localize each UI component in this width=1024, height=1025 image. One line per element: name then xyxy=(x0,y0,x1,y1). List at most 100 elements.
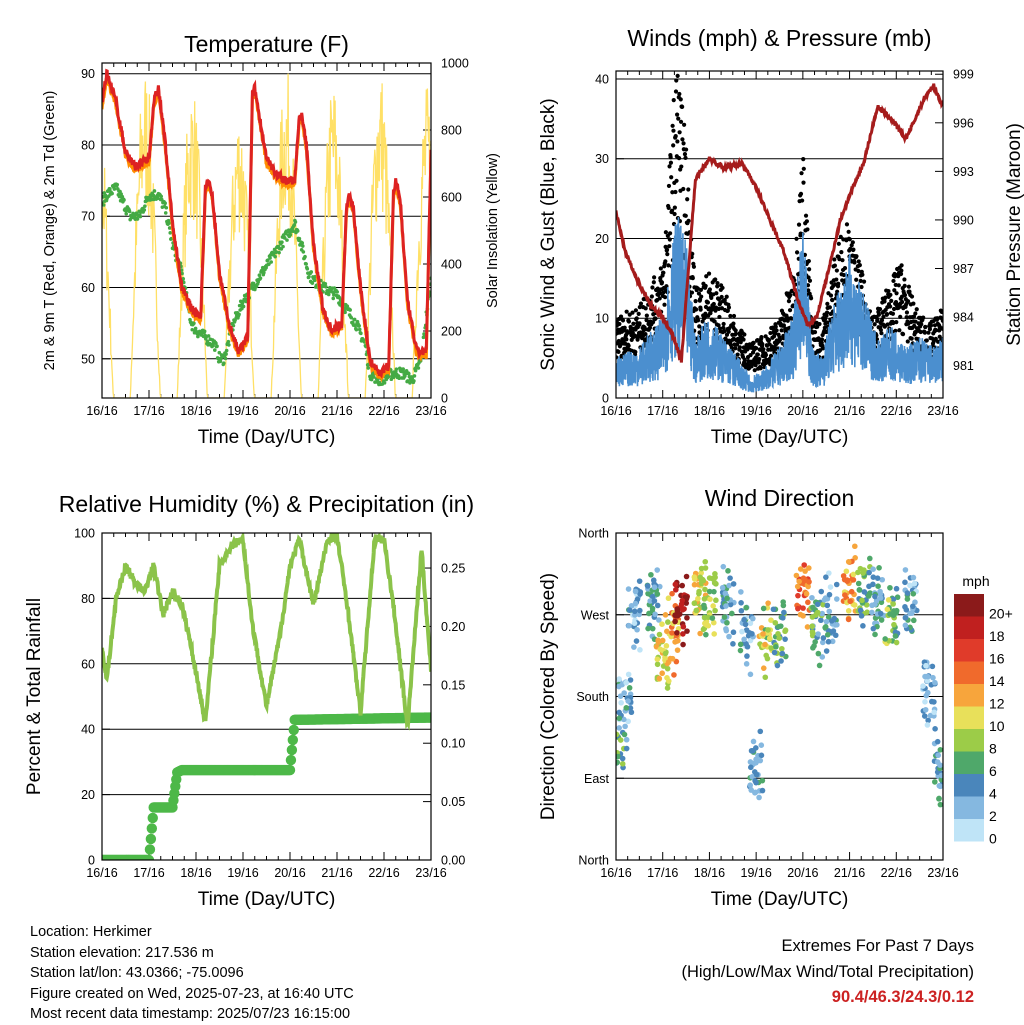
wind-direction-point xyxy=(795,605,801,612)
gust-point xyxy=(671,143,676,148)
wind-direction-point xyxy=(712,571,718,577)
wind-direction-point xyxy=(882,636,889,642)
gust-point xyxy=(758,366,763,371)
dewpoint-point xyxy=(124,211,129,216)
gust-point xyxy=(675,112,680,117)
wind-direction-point xyxy=(706,575,713,581)
wind-direction-point xyxy=(684,615,690,621)
wind-direction-point xyxy=(723,627,730,634)
dewpoint-point xyxy=(354,327,359,332)
wind-direction-point xyxy=(753,756,759,763)
dewpoint-point xyxy=(345,304,350,309)
gust-point xyxy=(680,104,685,110)
wind-direction-point xyxy=(821,597,828,603)
gust-point xyxy=(800,198,805,203)
gust-point xyxy=(664,247,670,252)
gust-point xyxy=(725,308,730,313)
wind-direction-point xyxy=(870,566,876,572)
wind-direction-point xyxy=(626,622,632,629)
gust-point xyxy=(742,332,747,337)
gust-point xyxy=(874,337,880,342)
gust-point xyxy=(830,297,835,303)
wind-direction-point xyxy=(938,776,943,783)
gust-point xyxy=(846,229,851,234)
x-tick-label: 22/16 xyxy=(368,404,399,418)
wind-direction-point xyxy=(877,588,883,595)
gust-point xyxy=(671,128,676,133)
wind-direction-point xyxy=(804,624,811,630)
wind-direction-point xyxy=(816,662,823,669)
gust-point xyxy=(801,180,806,185)
wind-direction-point xyxy=(747,620,754,627)
gust-point xyxy=(674,78,679,83)
wind-direction-point xyxy=(663,643,670,649)
dewpoint-point xyxy=(241,304,246,309)
gust-point xyxy=(726,329,731,334)
gust-point xyxy=(875,318,880,323)
wind-direction-point xyxy=(925,673,931,680)
pressure-line xyxy=(616,83,943,363)
wind-direction-point xyxy=(823,618,830,625)
gust-point xyxy=(777,337,783,342)
wind-direction-point xyxy=(855,569,861,576)
gust-point xyxy=(902,293,908,298)
wind-direction-point xyxy=(860,623,866,629)
gust-point xyxy=(840,278,845,283)
gust-point xyxy=(716,323,721,328)
gust-point xyxy=(721,321,726,327)
wind-direction-point xyxy=(651,598,658,604)
dewpoint-point xyxy=(222,361,226,365)
wind-direction-point xyxy=(729,610,735,617)
wind-direction-point xyxy=(616,676,622,682)
wind-direction-point xyxy=(760,665,767,671)
gust-point xyxy=(663,259,668,264)
wind-direction-point xyxy=(759,787,766,794)
wind-direction-point xyxy=(649,605,656,612)
gust-point xyxy=(824,313,829,318)
gust-point xyxy=(667,244,672,249)
x-axis-label: Time (Day/UTC) xyxy=(198,889,336,910)
dewpoint-point xyxy=(168,231,173,235)
gust-point xyxy=(738,340,743,345)
gust-point xyxy=(889,298,894,303)
wind-direction-point xyxy=(845,558,852,565)
gust-point xyxy=(681,141,686,146)
wind-direction-point xyxy=(825,638,832,645)
wind-direction-point xyxy=(713,597,719,604)
gust-point xyxy=(806,275,811,280)
gust-point xyxy=(841,272,846,278)
gust-point xyxy=(681,186,686,192)
y-tick-label: West xyxy=(581,608,610,622)
dewpoint-point xyxy=(304,262,308,266)
gust-point xyxy=(659,280,665,285)
gust-point xyxy=(649,294,654,299)
gust-point xyxy=(907,289,912,294)
gust-point xyxy=(913,319,918,324)
gust-point xyxy=(883,295,888,300)
precip-point xyxy=(284,764,296,776)
wind-direction-point xyxy=(637,647,643,653)
wind-direction-point xyxy=(664,685,671,691)
gust-point xyxy=(624,309,629,314)
gust-point xyxy=(911,301,916,306)
plot-frame xyxy=(101,532,432,861)
colorbar-label: 10 xyxy=(989,718,1005,734)
gust-point xyxy=(661,270,666,275)
wind-direction-point xyxy=(616,753,621,760)
gust-point xyxy=(713,277,718,282)
x-tick-label: 19/16 xyxy=(227,404,258,418)
wind-direction-point xyxy=(743,661,750,667)
chart-title: Temperature (F) xyxy=(184,31,349,57)
gust-point xyxy=(731,313,737,319)
wind-direction-point xyxy=(617,737,624,743)
dewpoint-point xyxy=(211,343,215,348)
y-tick-label: 0 xyxy=(602,392,609,406)
gust-point xyxy=(683,213,688,218)
dewpoint-point xyxy=(258,276,263,280)
gust-point xyxy=(762,364,767,370)
x-tick-label: 22/16 xyxy=(881,404,912,418)
gust-point xyxy=(643,306,648,311)
gust-point xyxy=(708,311,713,316)
dewpoint-point xyxy=(102,203,106,207)
y2-tick-label: 981 xyxy=(953,359,974,373)
